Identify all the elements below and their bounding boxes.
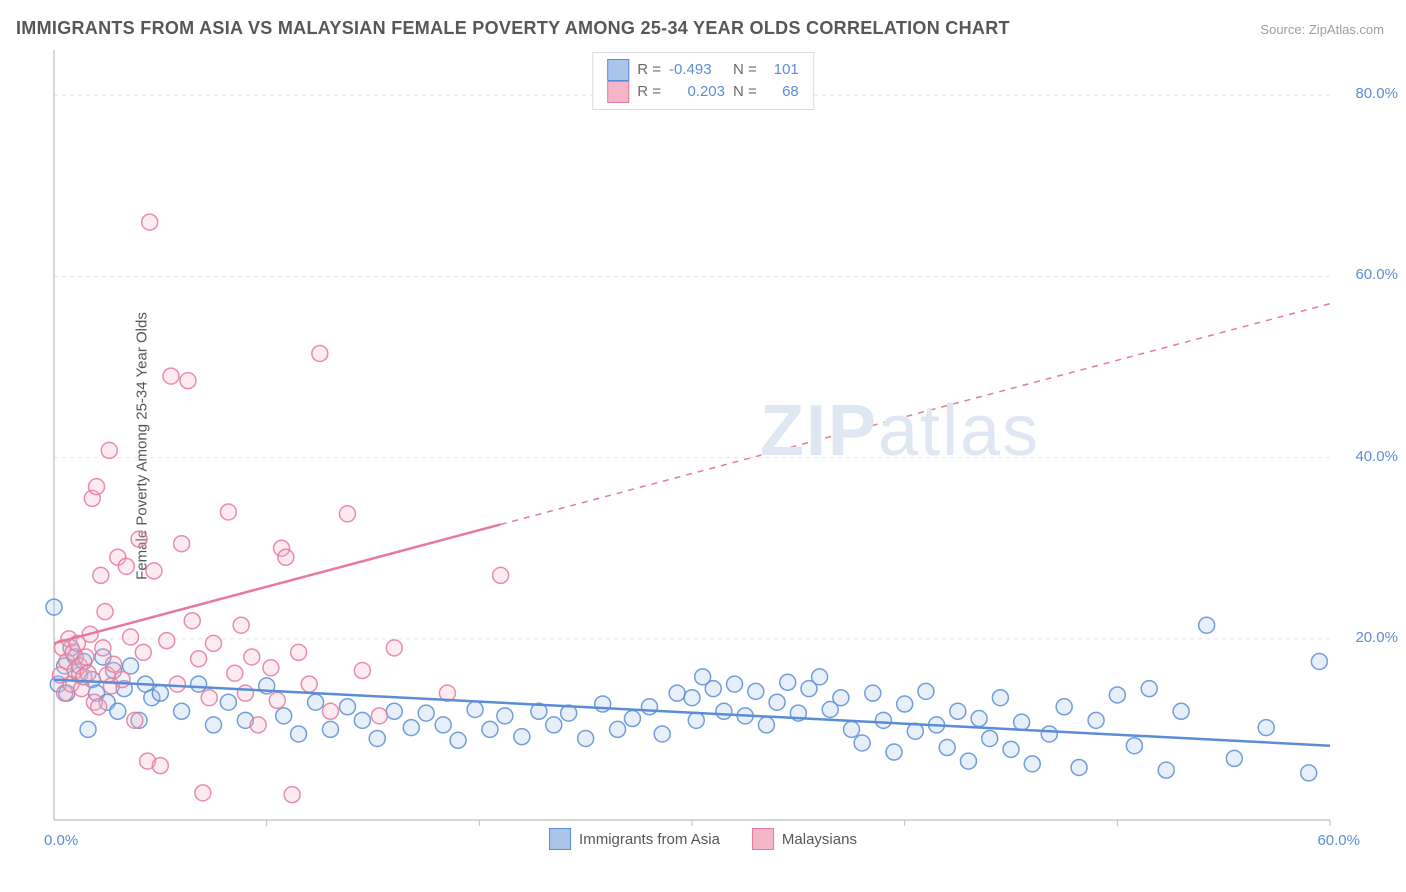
legend-r-value-asia: -0.493 <box>669 59 725 81</box>
series-legend: Immigrants from Asia Malaysians <box>549 828 857 850</box>
legend-swatch <box>549 828 571 850</box>
legend-r-label: R = <box>637 59 661 81</box>
legend-label: Malaysians <box>782 831 857 848</box>
x-tick-label: 0.0% <box>44 832 104 849</box>
legend-r-label: R = <box>637 81 661 103</box>
legend-r-value-malaysian: 0.203 <box>669 81 725 103</box>
legend-item: Immigrants from Asia <box>549 828 720 850</box>
legend-row-asia: R = -0.493 N = 101 <box>607 59 799 81</box>
y-tick-label: 80.0% <box>1338 85 1398 102</box>
legend-row-malaysian: R = 0.203 N = 68 <box>607 81 799 103</box>
legend-item: Malaysians <box>752 828 857 850</box>
legend-label: Immigrants from Asia <box>579 831 720 848</box>
legend-swatch <box>752 828 774 850</box>
legend-n-label: N = <box>733 59 757 81</box>
scatter-plot-svg <box>0 0 1406 892</box>
x-tick-label: 60.0% <box>1300 832 1360 849</box>
swatch-malaysian <box>607 81 629 103</box>
swatch-asia <box>607 59 629 81</box>
legend-n-value-malaysian: 68 <box>765 81 799 103</box>
y-tick-label: 40.0% <box>1338 448 1398 465</box>
legend-n-value-asia: 101 <box>765 59 799 81</box>
legend-n-label: N = <box>733 81 757 103</box>
correlation-legend: R = -0.493 N = 101 R = 0.203 N = 68 <box>592 52 814 110</box>
y-tick-label: 20.0% <box>1338 629 1398 646</box>
y-tick-label: 60.0% <box>1338 266 1398 283</box>
chart-container: IMMIGRANTS FROM ASIA VS MALAYSIAN FEMALE… <box>0 0 1406 892</box>
